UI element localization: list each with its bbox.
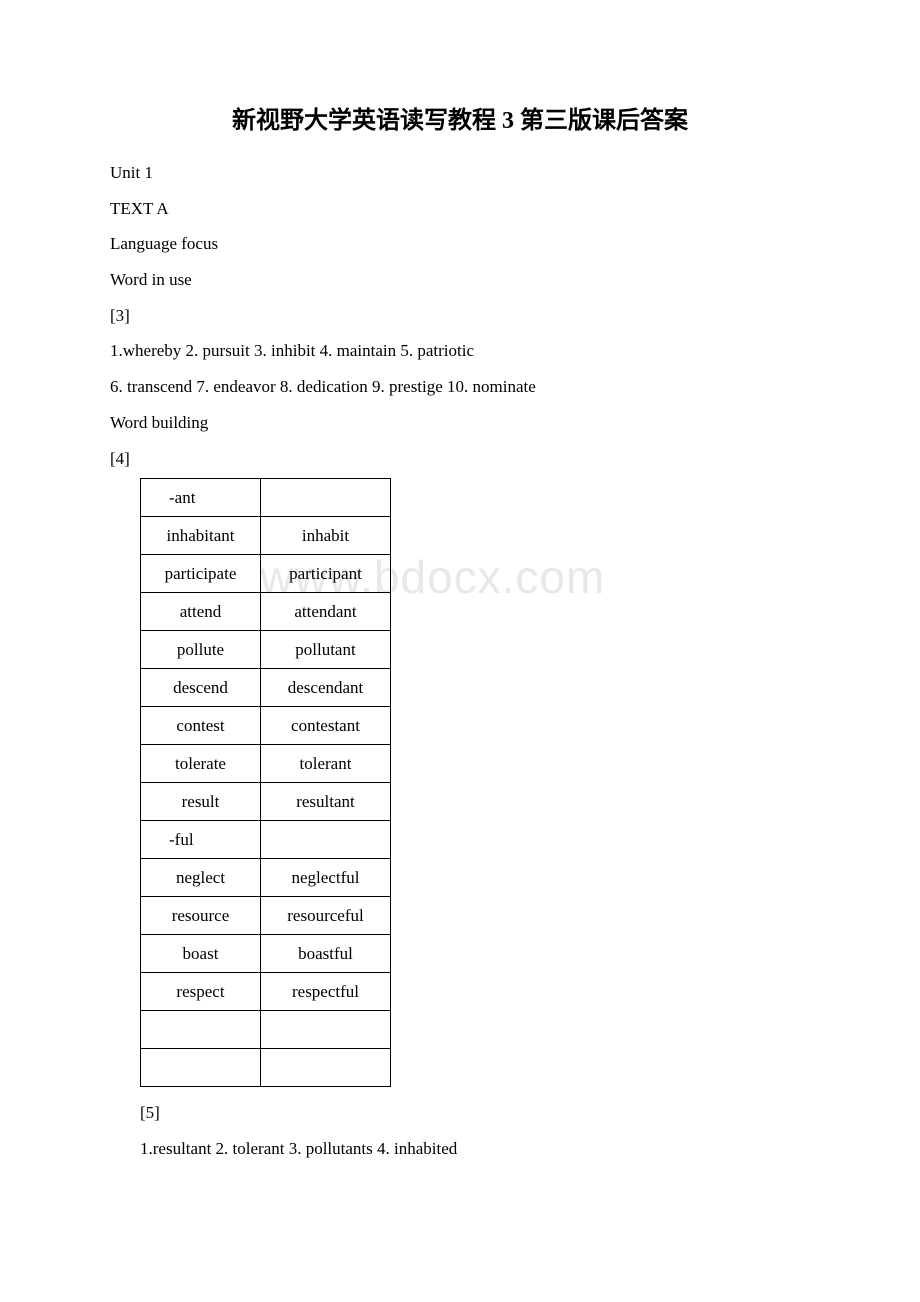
bracket-5-label: [5]: [140, 1095, 810, 1131]
table-row: contest contestant: [141, 707, 391, 745]
bracket-3-label: [3]: [110, 298, 810, 334]
table-row: resource resourceful: [141, 897, 391, 935]
table-row: attend attendant: [141, 593, 391, 631]
table-row: -ful: [141, 821, 391, 859]
word-in-use-label: Word in use: [110, 262, 810, 298]
table-cell: contest: [141, 707, 261, 745]
table-row: [141, 1011, 391, 1049]
word-building-table: -ant inhabitant inhabit participate part…: [140, 478, 391, 1087]
table-row: neglect neglectful: [141, 859, 391, 897]
table-cell: [261, 821, 391, 859]
table-cell: descendant: [261, 669, 391, 707]
table-cell: tolerant: [261, 745, 391, 783]
table-row: boast boastful: [141, 935, 391, 973]
bracket-4-label: [4]: [110, 441, 810, 477]
word-building-label: Word building: [110, 405, 810, 441]
table-cell: resourceful: [261, 897, 391, 935]
table-cell: -ant: [141, 479, 261, 517]
table-cell: [141, 1049, 261, 1087]
table-row: descend descendant: [141, 669, 391, 707]
table-cell: inhabit: [261, 517, 391, 555]
table-row: tolerate tolerant: [141, 745, 391, 783]
table-cell: attend: [141, 593, 261, 631]
table-cell: participant: [261, 555, 391, 593]
table-cell: attendant: [261, 593, 391, 631]
table-row: respect respectful: [141, 973, 391, 1011]
table-row: pollute pollutant: [141, 631, 391, 669]
table-row: -ant: [141, 479, 391, 517]
table-cell: pollutant: [261, 631, 391, 669]
answer-line-3: 1.resultant 2. tolerant 3. pollutants 4.…: [140, 1131, 810, 1167]
answer-line-1: 1.whereby 2. pursuit 3. inhibit 4. maint…: [110, 333, 810, 369]
table-cell: [261, 1049, 391, 1087]
table-cell: respect: [141, 973, 261, 1011]
table-cell: result: [141, 783, 261, 821]
table-cell: [261, 1011, 391, 1049]
table-cell: tolerate: [141, 745, 261, 783]
table-cell: [261, 479, 391, 517]
table-cell: neglectful: [261, 859, 391, 897]
document-content: 新视野大学英语读写教程 3 第三版课后答案 Unit 1 TEXT A Lang…: [110, 100, 810, 1167]
table-cell: respectful: [261, 973, 391, 1011]
table-cell: pollute: [141, 631, 261, 669]
table-cell: boastful: [261, 935, 391, 973]
page-title: 新视野大学英语读写教程 3 第三版课后答案: [110, 100, 810, 135]
answer-line-2: 6. transcend 7. endeavor 8. dedication 9…: [110, 369, 810, 405]
table-cell: contestant: [261, 707, 391, 745]
table-cell: [141, 1011, 261, 1049]
table-row: result resultant: [141, 783, 391, 821]
table-cell: descend: [141, 669, 261, 707]
table-cell: resultant: [261, 783, 391, 821]
table-cell: resource: [141, 897, 261, 935]
table-cell: inhabitant: [141, 517, 261, 555]
table-row: participate participant: [141, 555, 391, 593]
table-cell: boast: [141, 935, 261, 973]
text-a-label: TEXT A: [110, 191, 810, 227]
language-focus-label: Language focus: [110, 226, 810, 262]
unit-label: Unit 1: [110, 155, 810, 191]
table-cell: -ful: [141, 821, 261, 859]
table-cell: neglect: [141, 859, 261, 897]
table-row: inhabitant inhabit: [141, 517, 391, 555]
table-cell: participate: [141, 555, 261, 593]
table-row: [141, 1049, 391, 1087]
